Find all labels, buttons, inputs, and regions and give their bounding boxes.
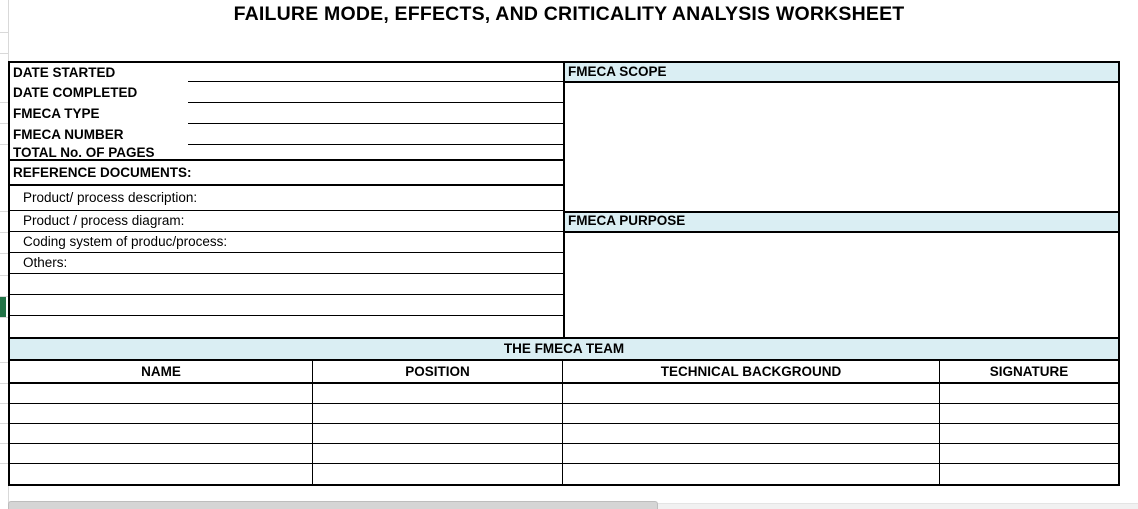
fmeca-number-input[interactable] bbox=[188, 124, 563, 145]
gridline bbox=[0, 423, 8, 424]
fmeca-purpose-input-box[interactable] bbox=[565, 233, 1118, 337]
date-completed-label: DATE COMPLETED bbox=[13, 85, 138, 100]
team-position-cell[interactable] bbox=[313, 444, 563, 463]
team-row bbox=[10, 384, 1118, 404]
team-position-cell[interactable] bbox=[313, 424, 563, 443]
team-row bbox=[10, 424, 1118, 444]
field-row-date-completed: DATE COMPLETED bbox=[10, 82, 563, 103]
date-started-label: DATE STARTED bbox=[13, 65, 116, 80]
reference-documents-label: REFERENCE DOCUMENTS: bbox=[13, 165, 192, 180]
ref-item-coding-system: Coding system of produc/process: bbox=[10, 232, 563, 253]
gridline bbox=[0, 275, 8, 276]
ref-item-product-process-description: Product/ process description: bbox=[10, 186, 563, 211]
gridline bbox=[0, 32, 8, 33]
team-section-title: THE FMECA TEAM bbox=[10, 339, 1118, 361]
gridline bbox=[0, 102, 8, 103]
team-name-cell[interactable] bbox=[10, 384, 313, 403]
fmeca-number-label: FMECA NUMBER bbox=[13, 127, 124, 142]
ref-item-empty-3[interactable] bbox=[10, 316, 563, 337]
fmeca-purpose-header: FMECA PURPOSE bbox=[565, 211, 1118, 233]
team-signature-cell[interactable] bbox=[940, 464, 1118, 484]
team-position-cell[interactable] bbox=[313, 384, 563, 403]
team-signature-cell[interactable] bbox=[940, 424, 1118, 443]
gridline bbox=[0, 443, 8, 444]
team-row bbox=[10, 464, 1118, 484]
gridline bbox=[0, 296, 8, 297]
team-technical-background-cell[interactable] bbox=[563, 424, 940, 443]
team-name-cell[interactable] bbox=[10, 464, 313, 484]
scope-purpose-panel: FMECA SCOPE FMECA PURPOSE bbox=[565, 63, 1118, 339]
active-cell-indicator bbox=[0, 297, 6, 317]
gridline bbox=[0, 383, 8, 384]
worksheet-title: FAILURE MODE, EFFECTS, AND CRITICALITY A… bbox=[233, 3, 905, 25]
gridline bbox=[0, 403, 8, 404]
gridline bbox=[0, 53, 8, 54]
ref-item-empty-1[interactable] bbox=[10, 274, 563, 295]
team-signature-cell[interactable] bbox=[940, 404, 1118, 423]
gridline bbox=[0, 123, 8, 124]
field-row-date-started: DATE STARTED bbox=[10, 63, 563, 82]
field-row-fmeca-type: FMECA TYPE bbox=[10, 103, 563, 124]
ref-item-product-process-diagram: Product / process diagram: bbox=[10, 211, 563, 232]
gridline bbox=[0, 232, 8, 233]
gridline bbox=[0, 253, 8, 254]
horizontal-scrollbar-thumb[interactable] bbox=[8, 501, 658, 509]
date-started-input[interactable] bbox=[188, 63, 563, 82]
team-column-header-position: POSITION bbox=[313, 361, 563, 382]
ref-item-others: Others: bbox=[10, 253, 563, 274]
field-row-total-pages: TOTAL No. OF PAGES bbox=[10, 145, 563, 161]
team-technical-background-cell[interactable] bbox=[563, 444, 940, 463]
date-completed-input[interactable] bbox=[188, 82, 563, 103]
team-row bbox=[10, 444, 1118, 464]
team-name-cell[interactable] bbox=[10, 424, 313, 443]
team-technical-background-cell[interactable] bbox=[563, 464, 940, 484]
ref-item-empty-2[interactable] bbox=[10, 295, 563, 316]
team-position-cell[interactable] bbox=[313, 464, 563, 484]
gridline bbox=[0, 463, 8, 464]
reference-documents-row: REFERENCE DOCUMENTS: bbox=[10, 161, 563, 186]
total-pages-label: TOTAL No. OF PAGES bbox=[13, 145, 155, 160]
gridline bbox=[0, 362, 8, 363]
field-row-fmeca-number: FMECA NUMBER bbox=[10, 124, 563, 145]
team-column-header-technical-background: TECHNICAL BACKGROUND bbox=[563, 361, 940, 382]
info-panel: DATE STARTED DATE COMPLETED FMECA TYPE F… bbox=[10, 63, 565, 339]
team-column-header-signature: SIGNATURE bbox=[989, 364, 1069, 379]
team-name-cell[interactable] bbox=[10, 444, 313, 463]
fmeca-form-table: DATE STARTED DATE COMPLETED FMECA TYPE F… bbox=[8, 61, 1120, 486]
team-technical-background-cell[interactable] bbox=[563, 384, 940, 403]
team-header-row: NAME POSITION TECHNICAL BACKGROUND SIGNA… bbox=[10, 361, 1118, 384]
team-name-cell[interactable] bbox=[10, 404, 313, 423]
team-position-cell[interactable] bbox=[313, 404, 563, 423]
fmeca-scope-header: FMECA SCOPE bbox=[565, 63, 1118, 83]
gridline bbox=[0, 317, 8, 318]
team-signature-cell[interactable] bbox=[940, 384, 1118, 403]
fmeca-scope-input-box[interactable] bbox=[565, 83, 1118, 211]
fmeca-type-input[interactable] bbox=[188, 103, 563, 124]
fmeca-type-label: FMECA TYPE bbox=[13, 106, 100, 121]
team-technical-background-cell[interactable] bbox=[563, 404, 940, 423]
team-signature-cell[interactable] bbox=[940, 444, 1118, 463]
team-column-header-name: NAME bbox=[10, 361, 313, 382]
gridline bbox=[0, 211, 8, 212]
gridline bbox=[0, 144, 8, 145]
team-row bbox=[10, 404, 1118, 424]
